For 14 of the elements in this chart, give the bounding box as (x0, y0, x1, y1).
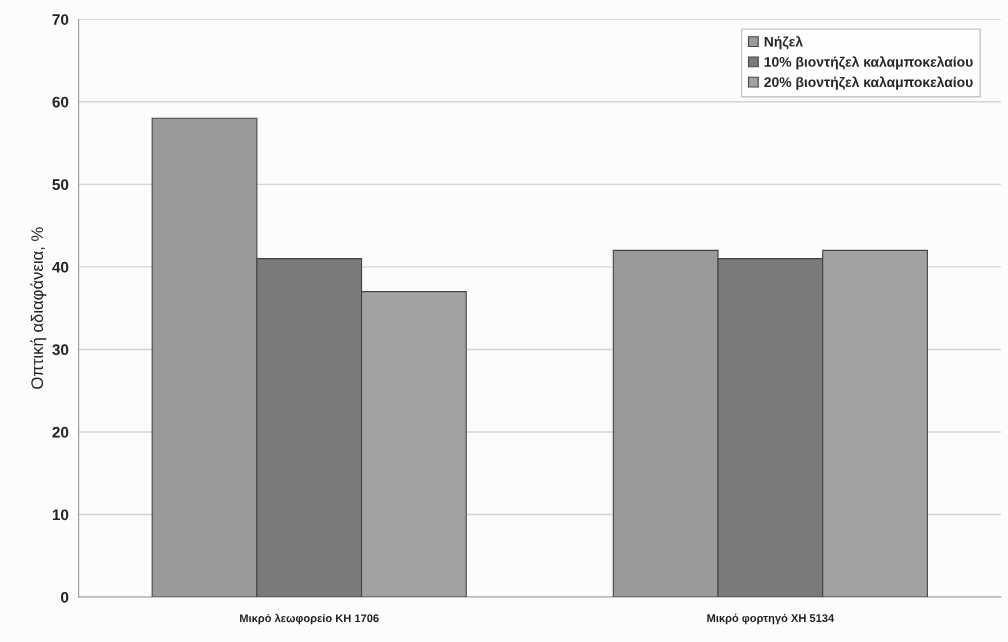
y-tick-label: 0 (61, 591, 69, 603)
legend-label: Νήζελ (764, 36, 803, 50)
y-tick-label: 20 (52, 426, 69, 438)
y-tick-label: 10 (52, 509, 69, 521)
y-tick-label: 60 (52, 96, 69, 108)
y-tick-label: 30 (52, 344, 69, 356)
x-tick-label: Μικρό λεωφορείο ΚΗ 1706 (240, 613, 379, 625)
y-axis-title: Οπτική αδιαφάνεια, % (30, 227, 47, 389)
x-tick-label: Μικρό φορτηγό ΧΗ 5134 (707, 613, 835, 625)
y-tick-label: 70 (52, 14, 69, 25)
y-tick-label: 50 (52, 179, 69, 191)
legend-label: 10% βιοντήζελ καλαμποκελαίου (764, 56, 973, 70)
y-tick-label: 40 (52, 261, 69, 273)
legend-label: 20% βιοντήζελ καλαμποκελαίου (764, 76, 973, 90)
